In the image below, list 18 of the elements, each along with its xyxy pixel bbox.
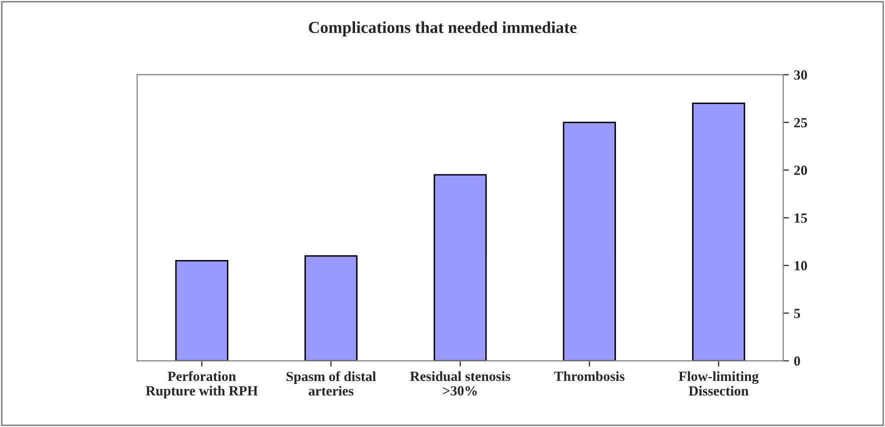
y-tick-label: 30 [794,70,807,80]
y-tick-label: 25 [794,118,808,128]
bar [692,102,746,361]
chart-title: Complications that needed immediate [308,21,577,36]
bar [175,260,228,361]
y-tick-label: 20 [794,166,807,176]
y-tick-label: 10 [794,261,807,270]
bar [304,255,358,361]
x-tick-label: Residual stenosis >30% [410,371,510,396]
bar [562,122,616,361]
x-tick-label: Spasm of distal arteries [286,371,376,396]
y-tick-label: 15 [794,213,808,223]
y-tick-label: 0 [794,356,800,366]
x-tick-label: Thrombosis [554,371,624,382]
x-tick-label: Perforation Rupture with RPH [146,371,258,398]
bar [434,174,487,361]
x-tick-label: Flow-limiting Dissection [678,371,759,396]
y-tick-label: 5 [794,308,800,318]
